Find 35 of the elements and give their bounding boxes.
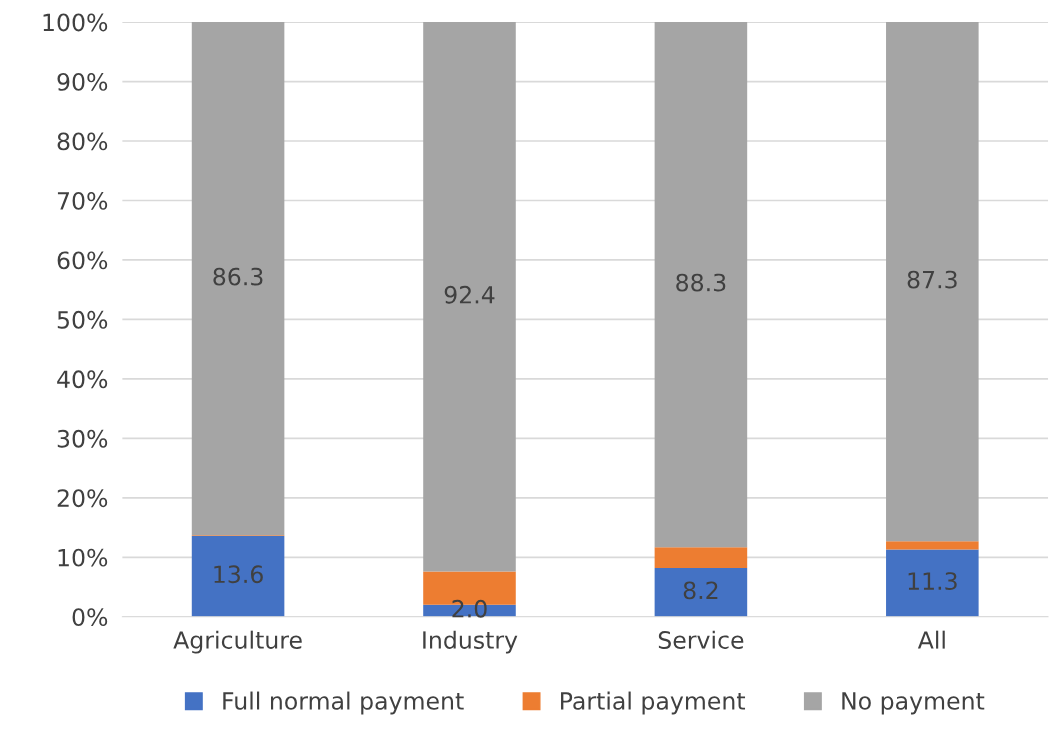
y-tick-label: 20%	[57, 489, 108, 508]
y-tick-label: 60%	[57, 251, 108, 270]
y-tick-label: 30%	[57, 429, 108, 448]
data-label: 8.2	[683, 581, 718, 600]
bar	[191, 535, 285, 617]
bar	[886, 22, 979, 542]
y-tick-label: 70%	[57, 191, 108, 210]
bar	[191, 22, 285, 536]
y-tick-label: 0%	[72, 608, 108, 627]
y-tick-label: 90%	[57, 73, 108, 91]
bar	[886, 549, 979, 617]
x-tick-label: All	[917, 630, 945, 649]
data-label: 87.3	[907, 270, 957, 289]
bar	[886, 541, 979, 550]
y-tick-label: 80%	[57, 132, 108, 151]
bar	[654, 547, 748, 568]
legend-label: Partial payment	[561, 691, 746, 715]
bar	[654, 22, 748, 548]
bar	[654, 568, 748, 617]
data-label: 2.0	[452, 599, 487, 618]
y-tick-label: 10%	[58, 548, 108, 567]
x-tick-label: Agriculture	[173, 630, 302, 654]
x-tick-label: Industry	[423, 630, 518, 654]
data-label: 86.3	[213, 267, 263, 286]
x-tick-label: Service	[658, 630, 744, 649]
bar	[423, 22, 516, 572]
y-tick-label: 100%	[43, 13, 108, 32]
data-label: 88.3	[676, 273, 726, 292]
data-label: 92.4	[444, 285, 495, 304]
data-label: 13.6	[214, 565, 263, 584]
legend-label: Full normal payment	[223, 691, 464, 715]
y-tick-label: 40%	[57, 370, 108, 389]
y-tick-label: 50%	[57, 310, 108, 329]
legend-label: No payment	[842, 692, 985, 715]
data-label: 11.3	[908, 572, 957, 591]
